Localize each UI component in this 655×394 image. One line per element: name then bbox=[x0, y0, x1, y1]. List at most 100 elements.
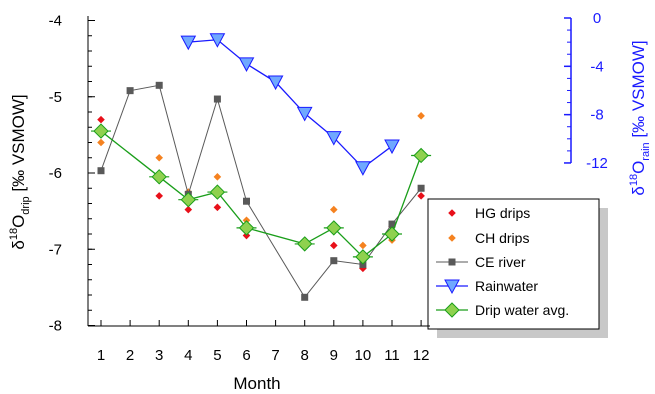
series-line bbox=[100, 84, 422, 299]
series-layer bbox=[91, 33, 432, 301]
data-point bbox=[97, 138, 105, 147]
legend-label: Rainwater bbox=[475, 278, 538, 294]
data-point bbox=[330, 241, 338, 250]
y-right-axis-title-part: δ bbox=[629, 186, 648, 195]
series-ch-drips bbox=[97, 112, 425, 250]
y-right-tick-label: -8 bbox=[590, 107, 603, 124]
y-left-axis-title-part: O bbox=[9, 215, 28, 228]
x-tick-label: 7 bbox=[271, 347, 279, 364]
data-point bbox=[326, 220, 342, 236]
series-ce-river bbox=[97, 81, 425, 301]
legend-entry: Drip water avg. bbox=[436, 302, 569, 318]
data-point bbox=[359, 241, 367, 250]
series-drip-water-avg- bbox=[91, 123, 432, 265]
data-point bbox=[413, 147, 429, 164]
legend-entry: HG drips bbox=[448, 205, 530, 221]
x-axis-title: Month bbox=[233, 374, 280, 393]
y-right-tick-label: -4 bbox=[590, 58, 603, 75]
y-left-axis-title: δ18Odrip [‰ VSMOW] bbox=[8, 94, 32, 249]
data-point bbox=[151, 169, 167, 185]
legend-marker bbox=[448, 234, 456, 242]
data-point bbox=[155, 81, 163, 89]
y-right-tick-label: 0 bbox=[593, 10, 601, 27]
data-point bbox=[126, 87, 134, 95]
legend-label: Drip water avg. bbox=[475, 302, 569, 318]
legend: HG drips CH drips CE river Rainwater Drip wa… bbox=[427, 198, 608, 338]
axes: -8-7-6-5-41 2 3 4 5 6 7 8 9 10 11 12-12-8-40 bbox=[49, 10, 608, 364]
data-point bbox=[296, 236, 313, 252]
data-point bbox=[417, 112, 425, 120]
data-point bbox=[355, 249, 371, 265]
data-point bbox=[180, 35, 197, 51]
y-right-tick-label: -12 bbox=[586, 155, 608, 172]
data-point bbox=[296, 106, 313, 122]
x-tick-label: 9 bbox=[330, 347, 338, 364]
y-right-axis-title-part: 18 bbox=[628, 174, 640, 186]
x-tick-label: 12 bbox=[413, 347, 430, 364]
data-point bbox=[330, 257, 338, 265]
y-left-tick-label: -8 bbox=[49, 318, 62, 335]
legend-entry: CE river bbox=[436, 254, 526, 270]
data-point bbox=[97, 115, 105, 124]
legend-marker bbox=[444, 302, 460, 318]
y-left-tick-label: -6 bbox=[49, 165, 62, 182]
data-point bbox=[330, 205, 338, 214]
data-point bbox=[267, 75, 284, 91]
data-point bbox=[209, 184, 226, 200]
y-right-axis-title-part: [‰ VSMOW] bbox=[629, 40, 648, 142]
data-point bbox=[355, 161, 371, 176]
data-point bbox=[184, 205, 193, 214]
data-point bbox=[417, 192, 425, 200]
data-point bbox=[384, 226, 400, 242]
x-tick-label: 1 bbox=[97, 347, 105, 364]
data-point bbox=[93, 123, 109, 139]
series-line bbox=[100, 130, 422, 258]
data-point bbox=[97, 167, 105, 175]
y-left-axis-title-part: drip bbox=[20, 196, 32, 214]
legend-label: CH drips bbox=[475, 230, 529, 246]
data-point bbox=[238, 57, 255, 72]
data-point bbox=[243, 197, 250, 205]
x-tick-label: 4 bbox=[184, 347, 192, 364]
x-tick-label: 3 bbox=[155, 347, 163, 364]
legend-entry: Rainwater bbox=[436, 278, 538, 295]
legend-marker bbox=[448, 209, 456, 217]
data-point bbox=[388, 220, 396, 228]
y-left-axis-title-part: [‰ VSMOW] bbox=[9, 94, 28, 196]
y-left-tick-label: -4 bbox=[49, 13, 62, 30]
y-right-axis-title-part: rain bbox=[640, 142, 652, 160]
data-point bbox=[213, 173, 222, 181]
x-tick-label: 11 bbox=[384, 347, 400, 364]
y-left-tick-label: -7 bbox=[49, 241, 62, 258]
series-rainwater bbox=[180, 33, 400, 176]
data-point bbox=[384, 139, 400, 155]
data-point bbox=[325, 131, 342, 146]
data-point bbox=[417, 184, 425, 192]
legend-label: HG drips bbox=[475, 205, 530, 221]
x-tick-label: 10 bbox=[355, 347, 372, 364]
legend-marker bbox=[444, 279, 460, 295]
x-tick-label: 8 bbox=[301, 347, 309, 364]
data-point bbox=[155, 192, 163, 200]
data-point bbox=[213, 203, 222, 212]
y-right-axis-title: δ18Orain [‰ VSMOW] bbox=[628, 40, 652, 195]
data-point bbox=[213, 95, 221, 103]
series-hg-drips bbox=[97, 115, 425, 273]
y-left-axis-title-part: 18 bbox=[8, 228, 20, 240]
y-left-axis-title-part: δ bbox=[9, 240, 28, 249]
x-tick-label: 2 bbox=[126, 347, 134, 364]
legend-entry: CH drips bbox=[448, 230, 529, 246]
x-tick-label: 6 bbox=[242, 347, 250, 364]
y-right-axis-title-part: O bbox=[629, 161, 648, 174]
legend-label: CE river bbox=[475, 254, 526, 270]
x-tick-label: 5 bbox=[213, 347, 221, 364]
data-point bbox=[301, 293, 309, 301]
legend-marker bbox=[448, 258, 456, 266]
data-point bbox=[180, 191, 197, 208]
data-point bbox=[238, 220, 255, 236]
data-point bbox=[209, 33, 226, 48]
data-point bbox=[155, 153, 163, 162]
y-left-tick-label: -5 bbox=[49, 89, 62, 106]
